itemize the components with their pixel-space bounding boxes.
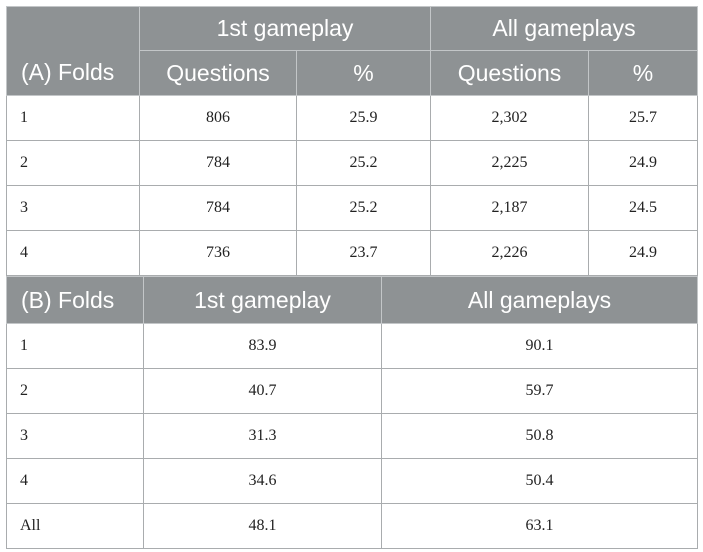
all-gameplays-cell: 50.4 <box>381 458 698 504</box>
table-a-header: 1st gameplay All gameplays (A) Folds Que… <box>6 6 698 96</box>
table-row: 1 83.9 90.1 <box>6 323 698 369</box>
all-questions-cell: 2,226 <box>430 230 589 276</box>
table-row: 2 784 25.2 2,225 24.9 <box>6 140 698 186</box>
first-gameplay-cell: 34.6 <box>143 458 382 504</box>
table-a-body: 1 806 25.9 2,302 25.7 2 784 25.2 2,225 2… <box>6 95 698 276</box>
table-b-header-all-gameplays: All gameplays <box>381 276 698 324</box>
first-gameplay-cell: 40.7 <box>143 368 382 414</box>
first-questions-cell: 784 <box>139 185 297 231</box>
all-percent-cell: 24.9 <box>588 140 698 186</box>
table-row: 2 40.7 59.7 <box>6 368 698 414</box>
fold-cell: 1 <box>6 323 144 369</box>
table-b-header-first-gameplay: 1st gameplay <box>143 276 382 324</box>
all-gameplays-cell: 50.8 <box>381 413 698 459</box>
all-questions-cell: 2,225 <box>430 140 589 186</box>
first-percent-cell: 25.2 <box>296 185 431 231</box>
table-row: All 48.1 63.1 <box>6 503 698 549</box>
fold-cell: 3 <box>6 185 140 231</box>
table-b-header: (B) Folds 1st gameplay All gameplays <box>6 276 698 324</box>
first-percent-cell: 23.7 <box>296 230 431 276</box>
all-gameplays-cell: 63.1 <box>381 503 698 549</box>
all-questions-cell: 2,187 <box>430 185 589 231</box>
table-a-sub-header-questions: Questions <box>139 50 297 96</box>
first-questions-cell: 806 <box>139 95 297 141</box>
fold-cell: 1 <box>6 95 140 141</box>
table-a-row-header: (A) Folds <box>6 50 140 96</box>
all-percent-cell: 24.9 <box>588 230 698 276</box>
table-row: 4 34.6 50.4 <box>6 458 698 504</box>
all-gameplays-cell: 90.1 <box>381 323 698 369</box>
first-percent-cell: 25.9 <box>296 95 431 141</box>
table-row: 3 31.3 50.8 <box>6 413 698 459</box>
table-row: 3 784 25.2 2,187 24.5 <box>6 185 698 231</box>
fold-cell: 3 <box>6 413 144 459</box>
first-gameplay-cell: 48.1 <box>143 503 382 549</box>
table-a-sub-header-percent: % <box>296 50 431 96</box>
table-row: 1 806 25.9 2,302 25.7 <box>6 95 698 141</box>
table-a-sub-header-row: (A) Folds Questions % Questions % <box>6 50 698 96</box>
results-tables: 1st gameplay All gameplays (A) Folds Que… <box>6 6 698 549</box>
table-row: 4 736 23.7 2,226 24.9 <box>6 230 698 276</box>
fold-cell: All <box>6 503 144 549</box>
table-a-group-header-row: 1st gameplay All gameplays <box>6 6 698 51</box>
fold-cell: 2 <box>6 368 144 414</box>
fold-cell: 4 <box>6 458 144 504</box>
table-a: 1st gameplay All gameplays (A) Folds Que… <box>6 6 698 276</box>
fold-cell: 4 <box>6 230 140 276</box>
table-b-row-header: (B) Folds <box>6 276 144 324</box>
table-b-body: 1 83.9 90.1 2 40.7 59.7 3 31.3 50.8 4 34… <box>6 323 698 549</box>
table-b-header-row: (B) Folds 1st gameplay All gameplays <box>6 276 698 324</box>
table-a-group-first-gameplay: 1st gameplay <box>139 6 431 51</box>
all-questions-cell: 2,302 <box>430 95 589 141</box>
all-percent-cell: 24.5 <box>588 185 698 231</box>
all-gameplays-cell: 59.7 <box>381 368 698 414</box>
fold-cell: 2 <box>6 140 140 186</box>
first-questions-cell: 736 <box>139 230 297 276</box>
table-a-sub-header-questions: Questions <box>430 50 589 96</box>
table-b: (B) Folds 1st gameplay All gameplays 1 8… <box>6 276 698 549</box>
all-percent-cell: 25.7 <box>588 95 698 141</box>
first-gameplay-cell: 31.3 <box>143 413 382 459</box>
table-a-group-all-gameplays: All gameplays <box>430 6 698 51</box>
table-a-sub-header-percent: % <box>588 50 698 96</box>
first-questions-cell: 784 <box>139 140 297 186</box>
first-percent-cell: 25.2 <box>296 140 431 186</box>
table-a-corner-blank <box>6 6 140 51</box>
first-gameplay-cell: 83.9 <box>143 323 382 369</box>
